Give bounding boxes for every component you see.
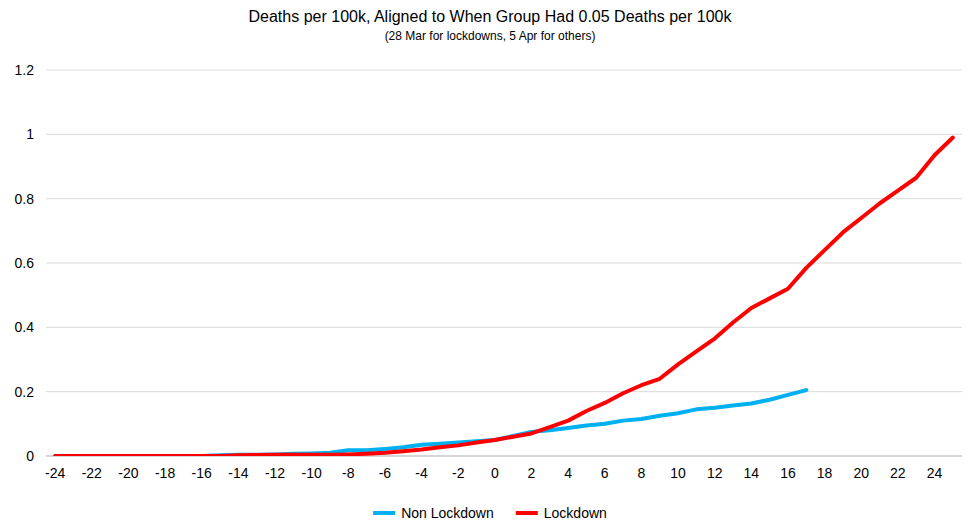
y-tick-label: 0.2 xyxy=(15,384,35,400)
grid-line xyxy=(46,327,962,328)
grid-line xyxy=(46,70,962,71)
x-tick-label: -8 xyxy=(342,465,355,481)
x-tick-label: -18 xyxy=(155,465,175,481)
x-tick-label: -10 xyxy=(302,465,322,481)
y-tick-label: 0 xyxy=(26,448,34,464)
grid-line xyxy=(46,198,962,199)
legend: Non Lockdown Lockdown xyxy=(373,505,607,521)
x-tick-label: 10 xyxy=(670,465,686,481)
x-tick-label: 22 xyxy=(890,465,906,481)
x-tick-label: 14 xyxy=(744,465,760,481)
x-tick-label: -24 xyxy=(45,465,65,481)
x-tick-label: 8 xyxy=(638,465,646,481)
plot-area xyxy=(55,138,953,456)
x-tick-label: -4 xyxy=(415,465,428,481)
y-tick-label: 0.6 xyxy=(15,255,35,271)
x-tick-label: -22 xyxy=(82,465,102,481)
legend-swatch xyxy=(373,511,395,515)
series-line xyxy=(55,138,953,456)
x-tick-label: 20 xyxy=(853,465,869,481)
x-tick-label: -14 xyxy=(228,465,248,481)
grid-line xyxy=(46,134,962,135)
x-tick-label: 2 xyxy=(528,465,536,481)
subtitle: (28 Mar for lockdowns, 5 Apr for others) xyxy=(385,29,596,43)
grid-line xyxy=(46,263,962,264)
x-tick-label: -2 xyxy=(452,465,465,481)
x-tick-label: 12 xyxy=(707,465,723,481)
x-tick-label: -16 xyxy=(192,465,212,481)
x-tick-label: -6 xyxy=(379,465,392,481)
legend-label: Non Lockdown xyxy=(401,505,494,521)
x-tick-label: -20 xyxy=(118,465,138,481)
x-tick-label: 4 xyxy=(564,465,572,481)
x-tick-label: 24 xyxy=(927,465,943,481)
title: Deaths per 100k, Aligned to When Group H… xyxy=(249,8,733,25)
y-tick-label: 0.4 xyxy=(15,319,35,335)
legend-swatch xyxy=(516,511,538,515)
y-tick-label: 0.8 xyxy=(15,191,35,207)
x-tick-label: 0 xyxy=(491,465,499,481)
x-tick-label: -12 xyxy=(265,465,285,481)
x-tick-label: 16 xyxy=(780,465,796,481)
x-tick-label: 18 xyxy=(817,465,833,481)
y-tick-label: 1.2 xyxy=(15,62,35,78)
grid-line xyxy=(46,391,962,392)
x-tick-label: 6 xyxy=(601,465,609,481)
series-line xyxy=(55,390,806,456)
chart: Deaths per 100k, Aligned to When Group H… xyxy=(0,0,980,522)
y-tick-label: 1 xyxy=(26,126,34,142)
legend-label: Lockdown xyxy=(544,505,607,521)
